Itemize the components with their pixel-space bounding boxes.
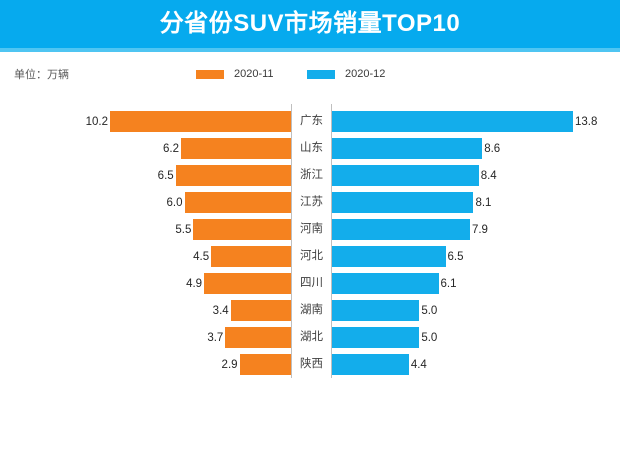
bar-segment-2020-11[interactable]: [211, 246, 291, 267]
category-label: 广东: [300, 115, 323, 127]
bar-segment-2020-12[interactable]: [332, 111, 573, 132]
unit-label: 单位：万辆: [14, 69, 69, 81]
bar-right-group: 8.4: [332, 162, 620, 189]
bar-value-label: 6.2: [162, 142, 179, 155]
chart-row: 3.7 湖北 5.0: [0, 324, 620, 351]
category-label: 四川: [300, 277, 323, 289]
bar-left-group: 6.0: [0, 189, 291, 216]
bar-segment-2020-12[interactable]: [332, 165, 479, 186]
bar-value-label: 10.2: [85, 115, 108, 128]
bar-value-label: 4.9: [186, 277, 203, 290]
bar-value-label: 4.5: [193, 250, 210, 263]
bar-value-label: 8.1: [475, 196, 492, 209]
bar-right-group: 13.8: [332, 108, 620, 135]
legend-label: 2020-11: [234, 68, 274, 80]
legend-item-2020-12[interactable]: 2020-12: [307, 67, 385, 81]
bar-value-label: 2.9: [221, 358, 238, 371]
bar-value-label: 5.0: [421, 304, 438, 317]
legend-swatch-icon: [196, 69, 224, 79]
category-label: 河北: [300, 250, 323, 262]
chart-row: 6.5 浙江 8.4: [0, 162, 620, 189]
bar-value-label: 4.4: [410, 358, 427, 371]
bar-segment-2020-11[interactable]: [110, 111, 291, 132]
bar-segment-2020-11[interactable]: [175, 165, 291, 186]
chart-row: 4.9 四川 6.1: [0, 270, 620, 297]
chart-header: 分省份SUV市场销量TOP10: [0, 0, 620, 52]
bar-segment-2020-11[interactable]: [239, 354, 291, 375]
chart-row: 6.2 山东 8.6: [0, 135, 620, 162]
bar-segment-2020-12[interactable]: [332, 327, 420, 348]
bar-value-label: 5.0: [421, 331, 438, 344]
bar-value-label: 6.5: [157, 169, 174, 182]
bar-right-group: 4.4: [332, 351, 620, 378]
bar-right-group: 6.5: [332, 243, 620, 270]
bar-left-group: 10.2: [0, 108, 291, 135]
bar-value-label: 6.5: [447, 250, 464, 263]
bar-segment-2020-11[interactable]: [184, 192, 291, 213]
bar-right-group: 5.0: [332, 297, 620, 324]
bar-segment-2020-11[interactable]: [225, 327, 291, 348]
bar-segment-2020-12[interactable]: [332, 246, 446, 267]
bar-value-label: 5.5: [175, 223, 192, 236]
chart-row: 3.4 湖南 5.0: [0, 297, 620, 324]
legend-bar: 单位：万辆 2020-11 2020-12: [0, 52, 620, 96]
bar-value-label: 7.9: [471, 223, 488, 236]
legend-item-2020-11[interactable]: 2020-11: [196, 67, 274, 81]
bar-right-group: 8.6: [332, 135, 620, 162]
bar-segment-2020-12[interactable]: [332, 354, 409, 375]
bar-value-label: 13.8: [575, 115, 598, 128]
bar-left-group: 4.9: [0, 270, 291, 297]
category-label: 江苏: [300, 196, 323, 208]
bar-segment-2020-11[interactable]: [204, 273, 291, 294]
bar-segment-2020-12[interactable]: [332, 138, 483, 159]
axis-line-left: [291, 104, 292, 378]
bar-left-group: 4.5: [0, 243, 291, 270]
bar-right-group: 6.1: [332, 270, 620, 297]
legend-swatch-icon: [307, 69, 335, 79]
bar-segment-2020-12[interactable]: [332, 219, 470, 240]
chart-plot-area: 10.2 广东 13.8 6.2 山东 8.6 6.5 浙江 8.4 6.0 江苏 8.1 5.5 河南 7…: [0, 100, 620, 382]
bar-segment-2020-12[interactable]: [332, 273, 439, 294]
bar-value-label: 3.4: [212, 304, 229, 317]
chart-row: 10.2 广东 13.8: [0, 108, 620, 135]
legend-label: 2020-12: [345, 68, 386, 80]
chart-row: 5.5 河南 7.9: [0, 216, 620, 243]
category-label: 湖北: [300, 331, 323, 343]
category-label: 陕西: [300, 358, 323, 370]
bar-left-group: 6.5: [0, 162, 291, 189]
bar-value-label: 6.0: [166, 196, 183, 209]
category-label: 湖南: [300, 304, 323, 316]
bar-right-group: 8.1: [332, 189, 620, 216]
bar-segment-2020-11[interactable]: [230, 300, 291, 321]
category-label: 河南: [300, 223, 323, 235]
bar-segment-2020-11[interactable]: [193, 219, 291, 240]
chart-row: 4.5 河北 6.5: [0, 243, 620, 270]
axis-line-right: [331, 104, 332, 378]
bar-left-group: 3.4: [0, 297, 291, 324]
bar-left-group: 5.5: [0, 216, 291, 243]
bar-value-label: 8.6: [484, 142, 501, 155]
category-label: 山东: [300, 142, 323, 154]
bar-right-group: 7.9: [332, 216, 620, 243]
bar-right-group: 5.0: [332, 324, 620, 351]
header-underline: [0, 48, 620, 52]
bar-segment-2020-12[interactable]: [332, 300, 420, 321]
bar-segment-2020-11[interactable]: [180, 138, 291, 159]
bar-value-label: 3.7: [207, 331, 224, 344]
chart-row: 2.9 陕西 4.4: [0, 351, 620, 378]
chart-row: 6.0 江苏 8.1: [0, 189, 620, 216]
category-label: 浙江: [300, 169, 323, 181]
bar-left-group: 6.2: [0, 135, 291, 162]
bar-left-group: 2.9: [0, 351, 291, 378]
bar-left-group: 3.7: [0, 324, 291, 351]
bar-value-label: 6.1: [440, 277, 457, 290]
bar-value-label: 8.4: [480, 169, 497, 182]
bar-segment-2020-12[interactable]: [332, 192, 474, 213]
page-title: 分省份SUV市场销量TOP10: [159, 10, 461, 37]
